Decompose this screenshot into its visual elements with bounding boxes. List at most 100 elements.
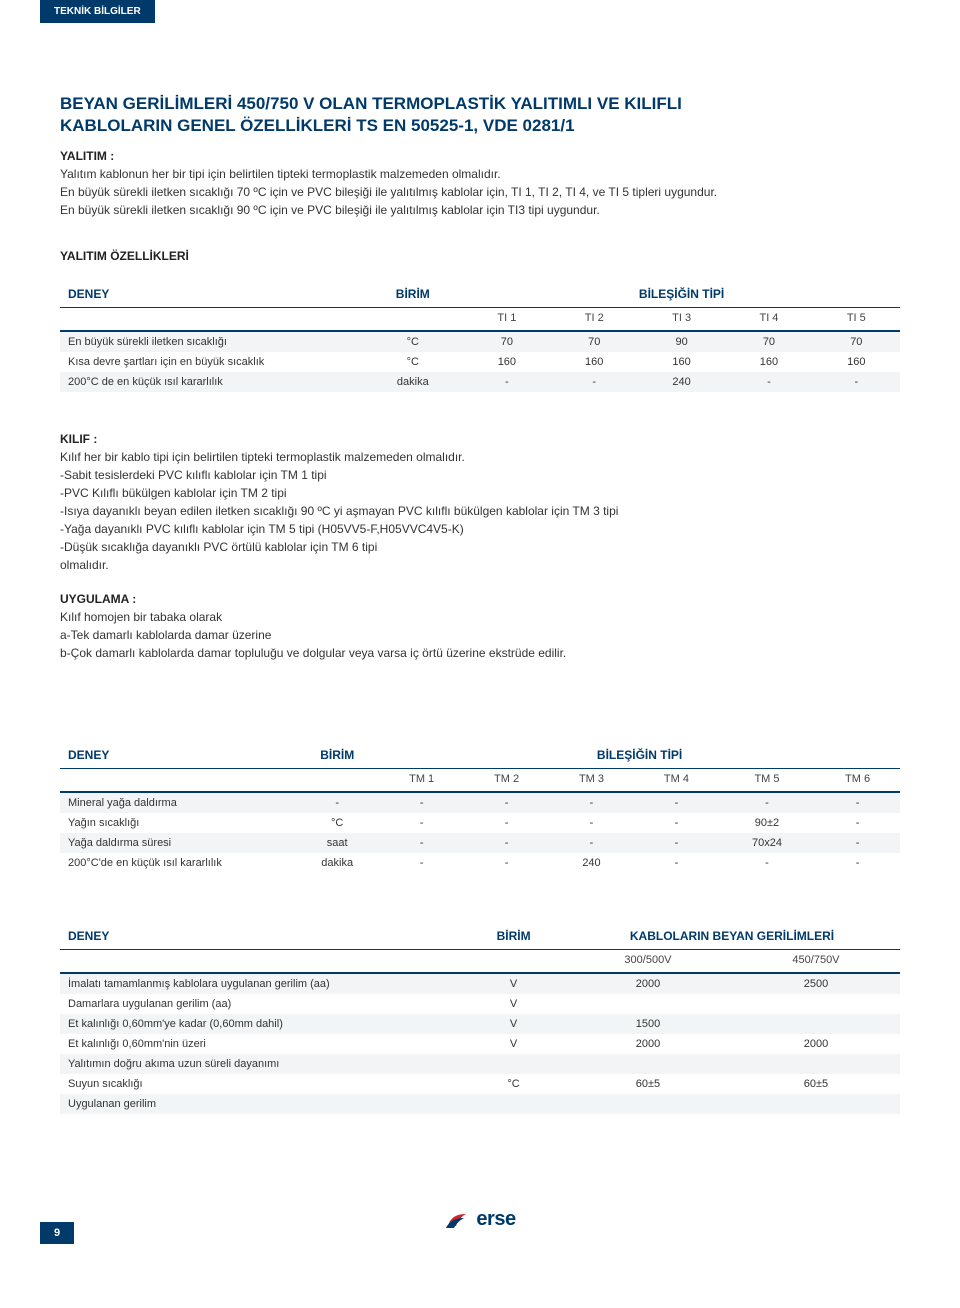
sub-tm5: TM 5: [719, 769, 815, 793]
row-value: 70: [463, 332, 550, 352]
row-unit: V: [463, 1034, 564, 1054]
row-unit: [463, 1094, 564, 1114]
row-value: 70: [813, 332, 900, 352]
row-value: [564, 1094, 732, 1114]
row-label: Yalıtımın doğru akıma uzun süreli dayanı…: [60, 1054, 463, 1074]
table-row: En büyük sürekli iletken sıcaklığı°C7070…: [60, 332, 900, 352]
row-value: -: [464, 853, 549, 873]
col-deney: DENEY: [60, 923, 463, 950]
logo-text: erse: [476, 1208, 515, 1231]
row-unit: °C: [362, 332, 463, 352]
row-value: 240: [638, 372, 725, 392]
row-value: 160: [813, 352, 900, 372]
col-birim: BİRİM: [362, 281, 463, 308]
row-value: -: [464, 813, 549, 833]
col-birim: BİRİM: [295, 742, 379, 769]
row-value: -: [813, 372, 900, 392]
col-tipi: BİLEŞİĞİN TİPİ: [463, 281, 900, 308]
row-value: 160: [551, 352, 638, 372]
page: TEKNİK BİLGİLER BEYAN GERİLİMLERİ 450/75…: [0, 0, 960, 1264]
sub-tm6: TM 6: [815, 769, 900, 793]
row-label: Yağa daldırma süresi: [60, 833, 295, 853]
row-value: 70: [551, 332, 638, 352]
row-label: En büyük sürekli iletken sıcaklığı: [60, 332, 362, 352]
row-unit: [463, 1054, 564, 1074]
row-value: 1500: [564, 1014, 732, 1034]
sub-tm4: TM 4: [634, 769, 719, 793]
sub-300: 300/500V: [564, 950, 732, 974]
row-value: -: [549, 833, 634, 853]
table-row: Kısa devre şartları için en büyük sıcakl…: [60, 352, 900, 372]
row-unit: °C: [362, 352, 463, 372]
row-label: Yağın sıcaklığı: [60, 813, 295, 833]
row-unit: V: [463, 1014, 564, 1034]
row-value: -: [379, 833, 464, 853]
row-value: -: [634, 813, 719, 833]
table-row: Uygulanan gerilim: [60, 1094, 900, 1114]
col-tipi: KABLOLARIN BEYAN GERİLİMLERİ: [564, 923, 900, 950]
row-value: -: [719, 853, 815, 873]
row-value: -: [379, 793, 464, 813]
row-value: -: [634, 833, 719, 853]
row-value: 240: [549, 853, 634, 873]
col-birim: BİRİM: [463, 923, 564, 950]
footer: 9 erse: [60, 1194, 900, 1244]
uygulama-text: Kılıf homojen bir tabaka olarak a-Tek da…: [60, 608, 900, 662]
row-value: -: [551, 372, 638, 392]
row-label: Damarlara uygulanan gerilim (aa): [60, 994, 463, 1014]
table-row: Et kalınlığı 0,60mm'nin üzeriV20002000: [60, 1034, 900, 1054]
title-line1: BEYAN GERİLİMLERİ 450/750 V OLAN TERMOPL…: [60, 94, 682, 113]
row-value: [564, 994, 732, 1014]
row-value: -: [815, 813, 900, 833]
table-row: Damarlara uygulanan gerilim (aa)V: [60, 994, 900, 1014]
sub-tm2: TM 2: [464, 769, 549, 793]
row-value: -: [719, 793, 815, 813]
row-unit: V: [463, 994, 564, 1014]
row-value: 70x24: [719, 833, 815, 853]
row-value: 60±5: [564, 1074, 732, 1094]
sub-450: 450/750V: [732, 950, 900, 974]
row-value: -: [634, 793, 719, 813]
table-row: İmalatı tamamlanmış kablolara uygulanan …: [60, 974, 900, 994]
table-row: Mineral yağa daldırma-------: [60, 793, 900, 813]
row-label: Uygulanan gerilim: [60, 1094, 463, 1114]
logo-icon: [444, 1208, 470, 1230]
row-value: [732, 1014, 900, 1034]
row-value: 160: [463, 352, 550, 372]
row-value: [732, 994, 900, 1014]
row-value: -: [464, 793, 549, 813]
row-value: [732, 1054, 900, 1074]
row-label: Suyun sıcaklığı: [60, 1074, 463, 1094]
row-label: 200°C de en küçük ısıl kararlılık: [60, 372, 362, 392]
row-unit: dakika: [362, 372, 463, 392]
row-label: 200°C'de en küçük ısıl kararlılık: [60, 853, 295, 873]
row-unit: saat: [295, 833, 379, 853]
row-value: 60±5: [732, 1074, 900, 1094]
row-value: -: [549, 813, 634, 833]
row-value: 2000: [564, 974, 732, 994]
title-line2: KABLOLARIN GENEL ÖZELLİKLERİ TS EN 50525…: [60, 116, 575, 135]
row-value: -: [549, 793, 634, 813]
row-label: Et kalınlığı 0,60mm'nin üzeri: [60, 1034, 463, 1054]
row-unit: V: [463, 974, 564, 994]
sub-ti4: TI 4: [725, 308, 812, 332]
col-tipi: BİLEŞİĞİN TİPİ: [379, 742, 900, 769]
table-gerilim: DENEY BİRİM KABLOLARIN BEYAN GERİLİMLERİ…: [60, 923, 900, 1114]
header-tab: TEKNİK BİLGİLER: [40, 0, 155, 23]
row-value: -: [379, 853, 464, 873]
sub-ti1: TI 1: [463, 308, 550, 332]
row-value: 90: [638, 332, 725, 352]
row-unit: °C: [463, 1074, 564, 1094]
row-value: -: [815, 793, 900, 813]
row-label: İmalatı tamamlanmış kablolara uygulanan …: [60, 974, 463, 994]
kilif-label: KILIF :: [60, 432, 900, 446]
row-value: -: [725, 372, 812, 392]
yalitim-label: YALITIM :: [60, 149, 900, 163]
row-value: [732, 1094, 900, 1114]
row-label: Mineral yağa daldırma: [60, 793, 295, 813]
logo: erse: [444, 1208, 515, 1231]
sub-ti5: TI 5: [813, 308, 900, 332]
row-value: -: [815, 833, 900, 853]
row-value: -: [379, 813, 464, 833]
table-row: 200°C de en küçük ısıl kararlılıkdakika -…: [60, 372, 900, 392]
